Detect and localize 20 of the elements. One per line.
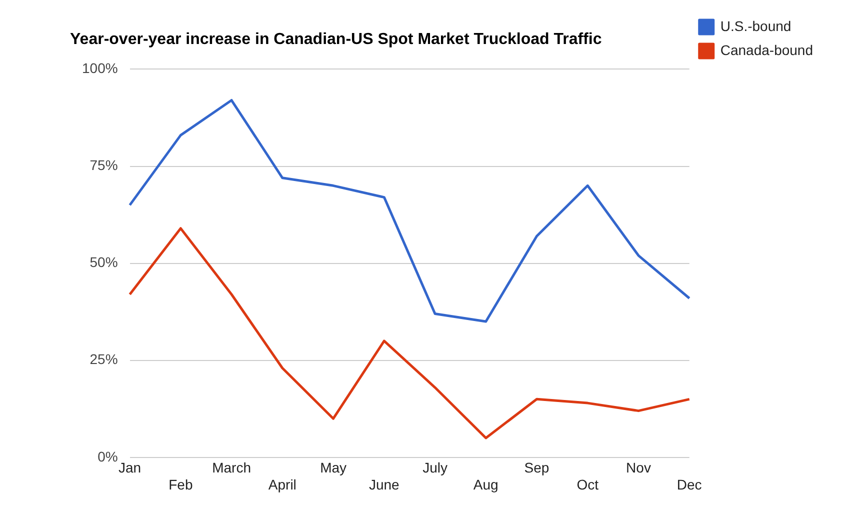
x-tick-label: May	[320, 460, 347, 476]
y-tick-label: 100%	[82, 60, 118, 76]
x-tick-label: Nov	[626, 460, 651, 476]
legend-label: U.S.-bound	[720, 18, 792, 34]
x-tick-label: Sep	[524, 460, 550, 476]
x-tick-label: Oct	[576, 476, 599, 492]
x-tick-label: April	[268, 476, 296, 492]
x-tick-label: July	[422, 460, 448, 476]
y-tick-label: 0%	[98, 448, 118, 464]
y-tick-label: 75%	[90, 157, 118, 174]
chart-title: Year-over-year increase in Canadian-US Spot Market Truckload Traffic	[70, 31, 602, 48]
x-tick-label: Jan	[118, 460, 142, 476]
x-tick-label: Feb	[168, 476, 193, 492]
x-tick-label: March	[212, 460, 251, 476]
x-tick-label: June	[368, 476, 400, 492]
x-tick-label: Dec	[676, 476, 702, 492]
y-tick-label: 50%	[90, 254, 118, 270]
y-tick-label: 25%	[90, 351, 118, 368]
x-tick-label: Aug	[473, 476, 498, 492]
legend-label: Canada-bound	[720, 42, 814, 58]
